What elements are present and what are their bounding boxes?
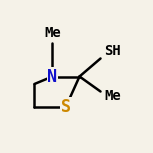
- Text: Me: Me: [44, 26, 61, 40]
- Text: Me: Me: [104, 89, 121, 103]
- Text: N: N: [47, 67, 58, 86]
- Text: SH: SH: [104, 44, 121, 58]
- Text: S: S: [61, 98, 71, 116]
